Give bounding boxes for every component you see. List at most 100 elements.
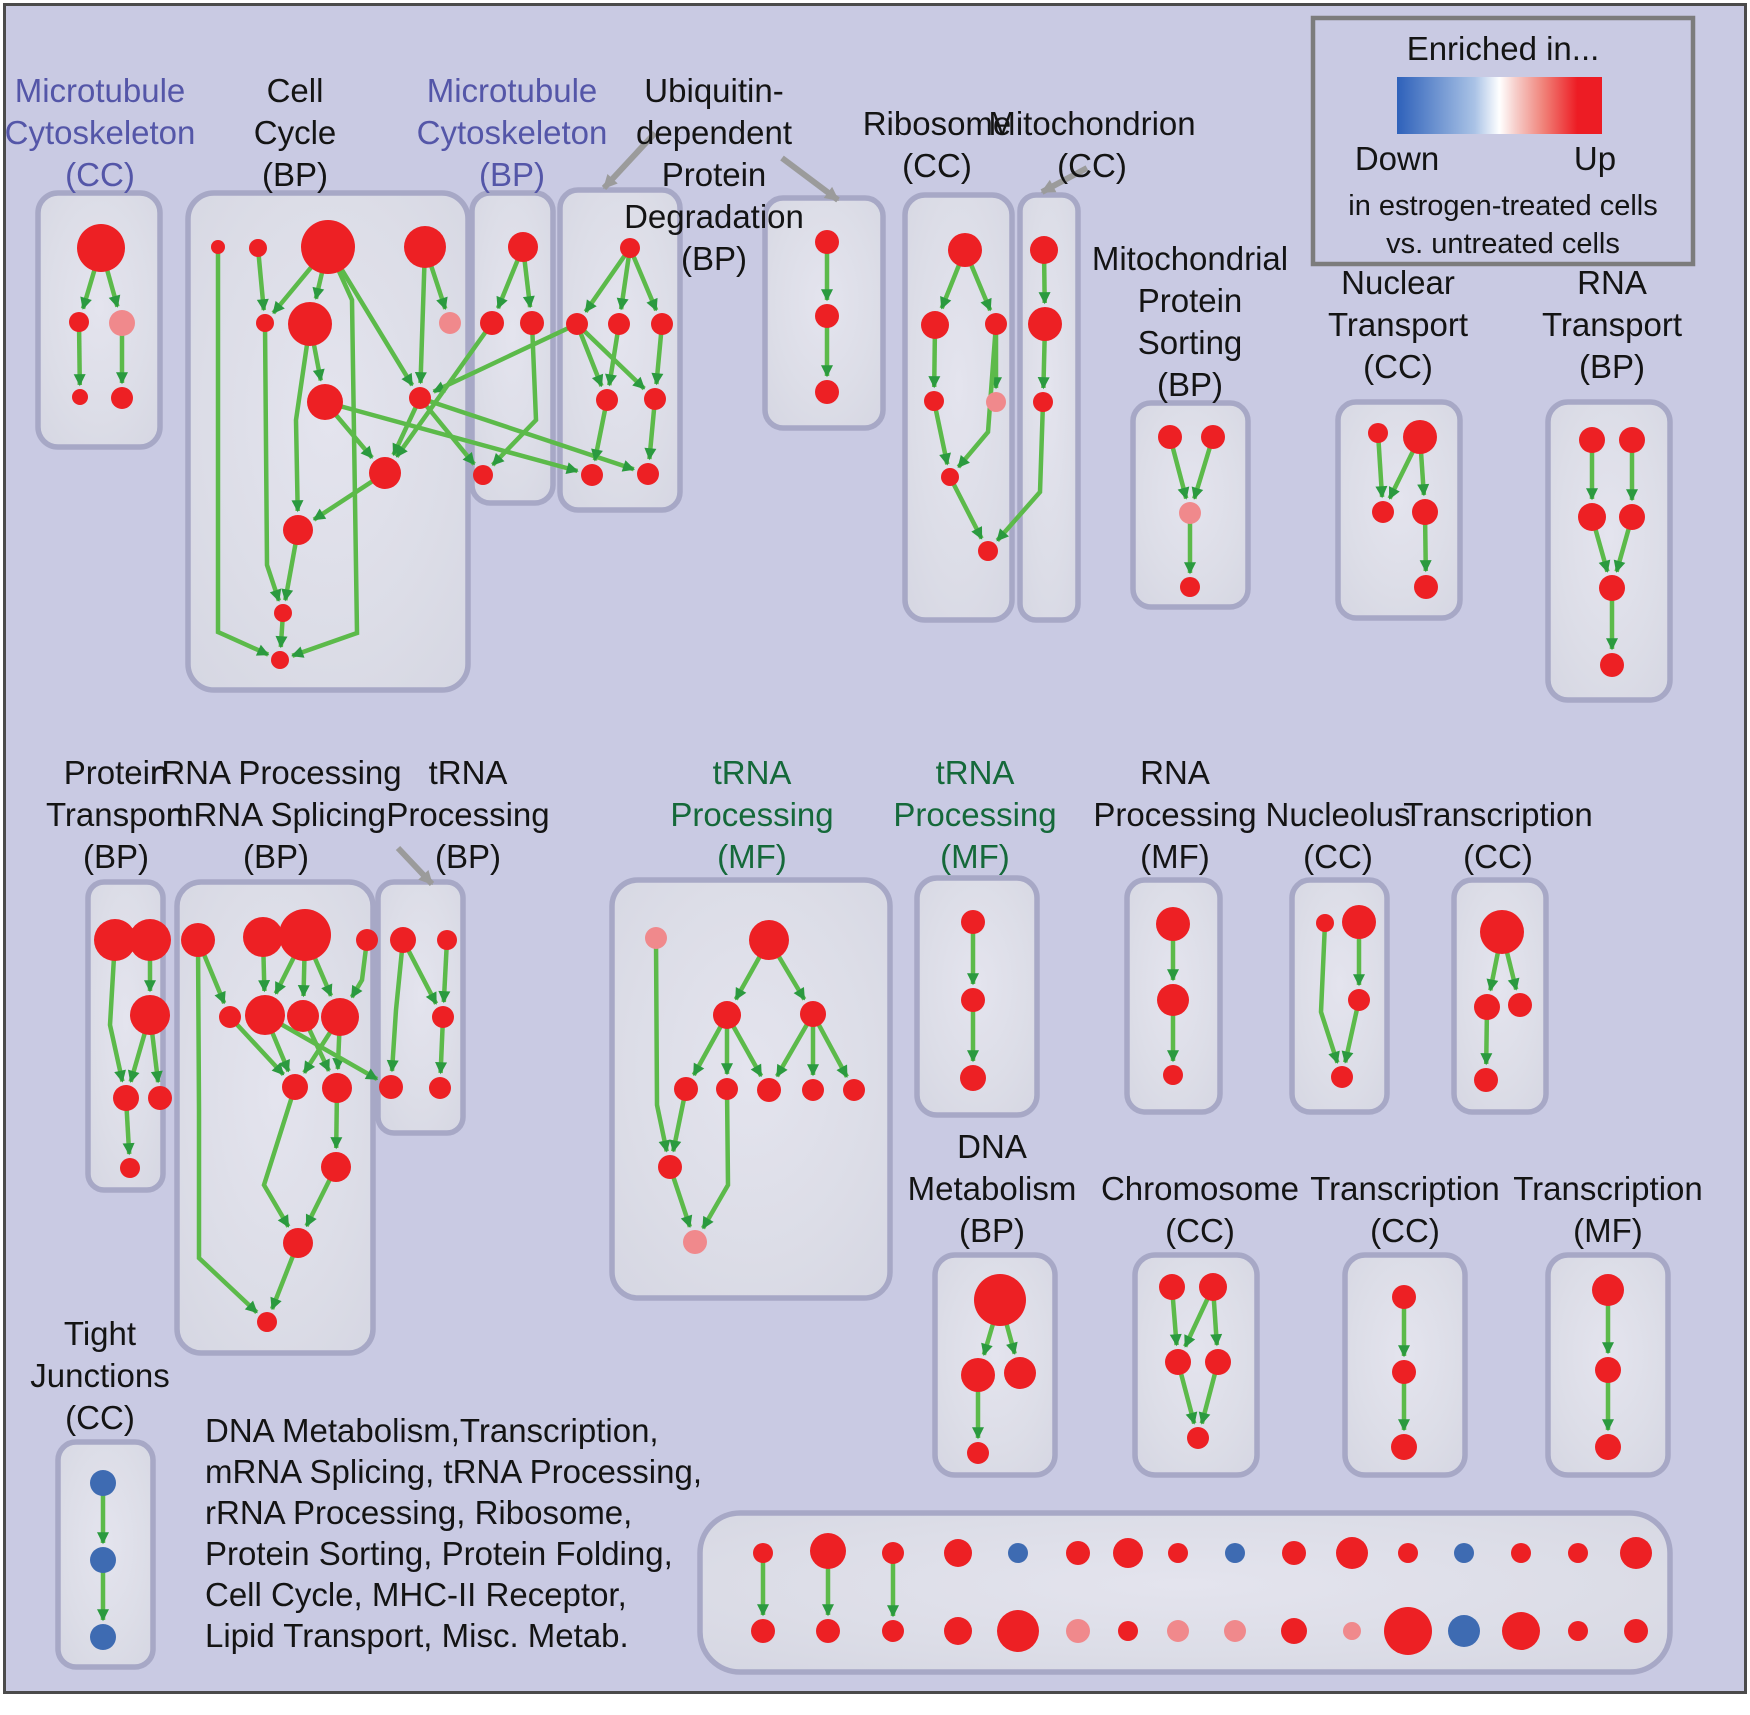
go-term-node-tm2	[749, 920, 789, 960]
nuclear-transport-box	[1335, 399, 1463, 621]
go-term-node-ts1	[961, 910, 985, 934]
edge-cc3-cc13	[291, 246, 360, 658]
edge-rr6-tb4	[263, 1013, 379, 1082]
go-term-node-tm4	[800, 1001, 826, 1027]
go-term-node-pt1	[94, 919, 136, 961]
trna-bp-label: Processing	[386, 796, 549, 833]
go-term-node-s12b	[1568, 1621, 1588, 1641]
go-term-node-tm10	[658, 1155, 682, 1179]
trna-mf-small-label: (MF)	[940, 838, 1010, 875]
go-term-node-dm2	[961, 1358, 995, 1392]
go-term-node-tm8	[802, 1079, 824, 1101]
edge-tm1-tm10	[653, 937, 671, 1153]
collapsed-clusters-note: Lipid Transport, Misc. Metab.	[205, 1617, 629, 1654]
go-term-node-s10b	[1448, 1615, 1480, 1647]
go-term-node-ub1b2	[637, 463, 659, 485]
go-term-node-tb5	[429, 1077, 451, 1099]
tight-junctions-label: Tight	[64, 1315, 136, 1352]
edge-cc6-cc11	[291, 323, 313, 513]
go-term-node-s4t	[1113, 1538, 1143, 1568]
trna-bp-label: tRNA	[429, 754, 508, 791]
go-term-node-mi1	[1030, 236, 1058, 264]
edge-cc4-cc9	[414, 246, 428, 385]
go-term-node-ms3	[1179, 502, 1201, 524]
go-term-node-s7t	[1282, 1541, 1306, 1565]
mito-sorting-label: Protein	[1138, 282, 1243, 319]
edge-ub1t-ub1m1	[583, 246, 632, 313]
go-term-node-cc1	[211, 240, 225, 254]
chromosome-label: Chromosome	[1101, 1170, 1299, 1207]
go-term-node-cc9	[409, 387, 431, 409]
edge-mtbp3-mtbp4	[491, 322, 539, 467]
protein-transport-label: (BP)	[83, 838, 149, 875]
go-term-node-s13t	[1620, 1537, 1652, 1569]
go-term-node-ts2	[961, 988, 985, 1012]
go-term-node-ch4	[1205, 1349, 1231, 1375]
edge-rr1-rr13	[195, 939, 259, 1315]
transcription-cc3-label: (CC)	[1370, 1212, 1440, 1249]
go-term-node-mi2	[1028, 307, 1062, 341]
legend-subtitle-line2: vs. untreated cells	[1386, 228, 1620, 260]
go-term-node-rt2	[1619, 427, 1645, 453]
label-pointer-arrow-3	[1040, 165, 1089, 195]
go-term-node-t2d	[1474, 1068, 1498, 1092]
dna-metabolism-label: Metabolism	[908, 1170, 1077, 1207]
dna-metabolism-label: DNA	[957, 1128, 1027, 1165]
go-term-node-t3b	[1392, 1360, 1416, 1384]
edge-tm6-tm11	[701, 1088, 731, 1230]
go-term-node-mb3b	[882, 1620, 904, 1642]
label-pointer-arrow-2	[780, 155, 840, 203]
rrna-processing-label: rRNA Processing	[150, 754, 401, 791]
microtubule-bp-label: Microtubule	[427, 72, 598, 109]
rrna-processing-box	[174, 879, 376, 1356]
rrna-processing-label: (BP)	[243, 838, 309, 875]
go-term-node-ch2	[1199, 1273, 1227, 1301]
edge-rb4-rb6	[931, 400, 951, 466]
transcription-mf-label: (MF)	[1573, 1212, 1643, 1249]
go-term-node-mb2b	[816, 1619, 840, 1643]
go-term-node-s5t	[1168, 1543, 1188, 1563]
go-term-node-s4b	[1118, 1621, 1138, 1641]
trna-mf-large-label: Processing	[670, 796, 833, 833]
go-term-node-dm4	[967, 1442, 989, 1464]
go-term-node-s3b	[1066, 1619, 1090, 1643]
go-term-node-rr13	[257, 1312, 277, 1332]
go-term-node-nt3	[1372, 501, 1394, 523]
nuclear-transport-label: Transport	[1328, 306, 1468, 343]
go-term-node-pt6	[120, 1158, 140, 1178]
go-term-node-rb1	[948, 233, 982, 267]
go-term-node-cc11	[283, 515, 313, 545]
go-term-node-mtcc4	[72, 389, 88, 405]
go-term-node-tm9	[843, 1079, 865, 1101]
ubiquitin-label: (BP)	[681, 240, 747, 277]
go-term-node-t2a	[1480, 910, 1524, 954]
go-term-node-mb1t	[753, 1543, 773, 1563]
go-term-node-pt2	[129, 919, 171, 961]
go-term-node-rr9	[282, 1074, 308, 1100]
rna-transport-label: RNA	[1577, 264, 1647, 301]
tight-junctions-label: Junctions	[30, 1357, 169, 1394]
legend-up-label: Up	[1574, 140, 1616, 177]
chromosome-box	[1132, 1252, 1260, 1478]
rna-transport-box	[1545, 399, 1673, 703]
go-term-node-t2b	[1474, 994, 1500, 1020]
ribosome-label: (CC)	[902, 147, 972, 184]
go-term-node-s8b	[1343, 1622, 1361, 1640]
edge-rr5-rr9	[228, 1015, 286, 1077]
microtubule-cc-label: (CC)	[65, 156, 135, 193]
go-term-node-ub1l2	[644, 388, 666, 410]
tight-junctions-label: (CC)	[65, 1399, 135, 1436]
edge-rb3-rb6	[956, 323, 999, 469]
go-term-node-t3c	[1391, 1434, 1417, 1460]
transcription-mf-label: Transcription	[1513, 1170, 1703, 1207]
go-term-node-s1b	[944, 1617, 972, 1645]
microtubule-cc-label: Cytoskeleton	[5, 114, 196, 151]
go-term-node-mtcc3	[109, 310, 135, 336]
go-term-node-ub23	[815, 380, 839, 404]
nucleolus-label: (CC)	[1303, 838, 1373, 875]
go-term-node-tf3	[1595, 1434, 1621, 1460]
go-term-node-s2b	[997, 1610, 1039, 1652]
go-term-node-s10t	[1454, 1543, 1474, 1563]
go-term-node-rb7	[978, 541, 998, 561]
go-term-node-mi3	[1033, 392, 1053, 412]
